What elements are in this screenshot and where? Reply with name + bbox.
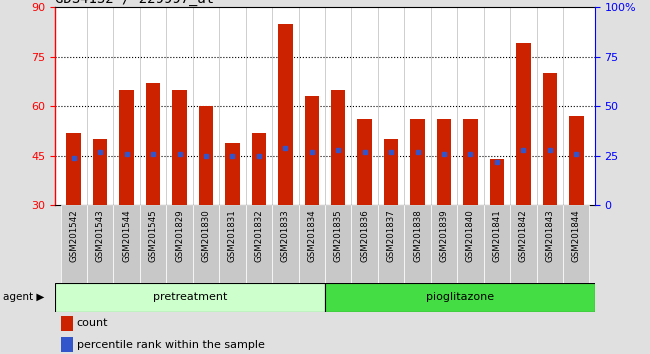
Bar xyxy=(304,96,319,205)
Text: GSM201842: GSM201842 xyxy=(519,209,528,262)
Bar xyxy=(325,283,595,312)
Bar xyxy=(384,139,398,205)
Text: GSM201830: GSM201830 xyxy=(202,209,211,262)
Bar xyxy=(298,205,325,283)
Text: GSM201839: GSM201839 xyxy=(439,209,448,262)
Text: GSM201833: GSM201833 xyxy=(281,209,290,262)
Text: GSM201829: GSM201829 xyxy=(175,209,184,262)
Bar xyxy=(219,205,246,283)
Text: GSM201834: GSM201834 xyxy=(307,209,317,262)
Text: percentile rank within the sample: percentile rank within the sample xyxy=(77,339,265,350)
Text: GSM201545: GSM201545 xyxy=(149,209,157,262)
Bar xyxy=(120,90,134,205)
Bar xyxy=(569,116,584,205)
Bar xyxy=(93,139,107,205)
Text: GSM201843: GSM201843 xyxy=(545,209,554,262)
Bar xyxy=(516,44,530,205)
Bar xyxy=(457,205,484,283)
Bar xyxy=(278,24,292,205)
Bar xyxy=(166,205,193,283)
Bar xyxy=(378,205,404,283)
Text: GSM201836: GSM201836 xyxy=(360,209,369,262)
Bar xyxy=(437,119,451,205)
Bar xyxy=(146,83,161,205)
Bar xyxy=(352,205,378,283)
Bar xyxy=(172,90,187,205)
Bar xyxy=(563,205,590,283)
Text: GSM201835: GSM201835 xyxy=(333,209,343,262)
Text: GSM201543: GSM201543 xyxy=(96,209,105,262)
Text: GSM201832: GSM201832 xyxy=(254,209,263,262)
Bar xyxy=(66,133,81,205)
Text: pioglitazone: pioglitazone xyxy=(426,292,494,302)
Bar xyxy=(199,106,213,205)
Bar xyxy=(87,205,114,283)
Bar xyxy=(60,316,73,331)
Bar xyxy=(193,205,219,283)
Bar xyxy=(331,90,346,205)
Bar xyxy=(140,205,166,283)
Text: GDS4132 / 229997_at: GDS4132 / 229997_at xyxy=(55,0,214,6)
Bar xyxy=(55,283,325,312)
Bar xyxy=(325,205,352,283)
Bar xyxy=(358,119,372,205)
Text: GSM201837: GSM201837 xyxy=(387,209,396,262)
Bar xyxy=(60,205,87,283)
Bar xyxy=(431,205,457,283)
Text: count: count xyxy=(77,318,109,329)
Text: GSM201542: GSM201542 xyxy=(70,209,78,262)
Text: GSM201544: GSM201544 xyxy=(122,209,131,262)
Bar xyxy=(484,205,510,283)
Bar xyxy=(536,205,563,283)
Bar xyxy=(252,133,266,205)
Bar xyxy=(463,119,478,205)
Bar xyxy=(510,205,536,283)
Bar xyxy=(489,159,504,205)
Text: pretreatment: pretreatment xyxy=(153,292,228,302)
Bar xyxy=(272,205,298,283)
Text: GSM201844: GSM201844 xyxy=(572,209,580,262)
Bar xyxy=(246,205,272,283)
Text: GSM201838: GSM201838 xyxy=(413,209,422,262)
Bar xyxy=(114,205,140,283)
Bar xyxy=(410,119,425,205)
Bar xyxy=(404,205,431,283)
Bar xyxy=(60,337,73,352)
Bar xyxy=(543,73,557,205)
Text: GSM201841: GSM201841 xyxy=(493,209,501,262)
Text: GSM201840: GSM201840 xyxy=(466,209,475,262)
Text: agent ▶: agent ▶ xyxy=(3,292,45,302)
Bar xyxy=(225,143,240,205)
Text: GSM201831: GSM201831 xyxy=(228,209,237,262)
